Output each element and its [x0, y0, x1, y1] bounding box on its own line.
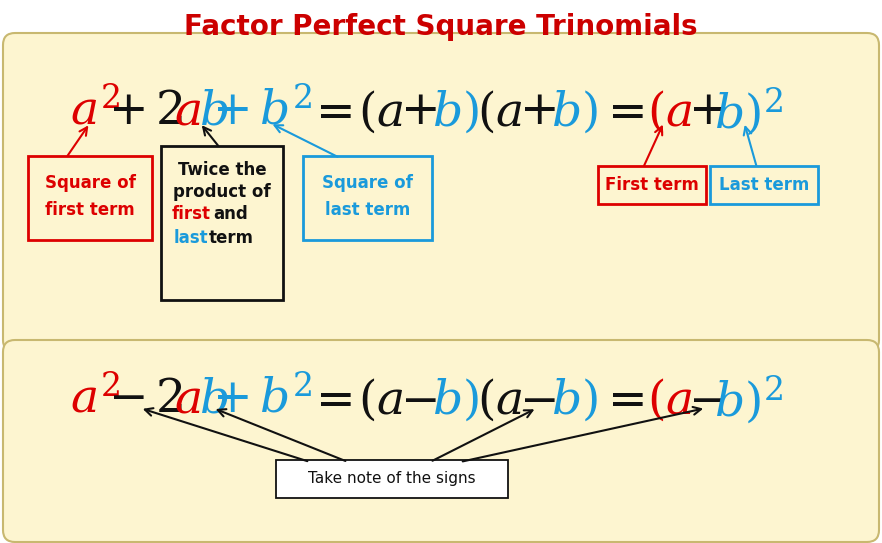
Text: last term: last term — [325, 201, 410, 219]
Text: $\mathit{b}$: $\mathit{b}$ — [199, 90, 228, 135]
Text: $-$: $-$ — [688, 377, 724, 422]
FancyBboxPatch shape — [276, 460, 508, 498]
Text: last: last — [174, 229, 208, 247]
Text: $+$: $+$ — [400, 90, 437, 135]
Text: $(\mathit{a}$: $(\mathit{a}$ — [358, 89, 404, 135]
Text: Take note of the signs: Take note of the signs — [308, 471, 475, 487]
FancyBboxPatch shape — [710, 166, 818, 204]
FancyBboxPatch shape — [28, 156, 152, 240]
Text: Last term: Last term — [719, 176, 809, 194]
Text: First term: First term — [605, 176, 699, 194]
Text: $(\mathit{a}$: $(\mathit{a}$ — [477, 89, 523, 135]
Text: Twice the: Twice the — [177, 161, 266, 179]
Text: Factor Perfect Square Trinomials: Factor Perfect Square Trinomials — [184, 13, 698, 41]
Text: $+$: $+$ — [519, 90, 556, 135]
FancyBboxPatch shape — [598, 166, 706, 204]
Text: Square of: Square of — [45, 174, 136, 192]
Text: $+\,\mathit{b}^{2}$: $+\,\mathit{b}^{2}$ — [212, 377, 312, 423]
Text: first term: first term — [45, 201, 135, 219]
FancyBboxPatch shape — [3, 340, 879, 542]
Text: $=$: $=$ — [599, 90, 645, 135]
Text: product of: product of — [173, 183, 271, 201]
Text: $(\mathit{a}$: $(\mathit{a}$ — [647, 377, 692, 424]
FancyBboxPatch shape — [161, 146, 283, 300]
Text: and: and — [213, 205, 249, 223]
FancyBboxPatch shape — [303, 156, 432, 240]
Text: $\mathit{a}$: $\mathit{a}$ — [175, 377, 201, 422]
Text: $+\,\mathit{b}^{2}$: $+\,\mathit{b}^{2}$ — [212, 89, 312, 135]
Text: $-$: $-$ — [400, 377, 437, 422]
Text: $(\mathit{a}$: $(\mathit{a}$ — [647, 89, 692, 135]
Text: $=$: $=$ — [599, 377, 645, 422]
FancyBboxPatch shape — [3, 33, 879, 352]
Text: $\mathit{b}$: $\mathit{b}$ — [199, 377, 228, 422]
Text: $\mathit{b})$: $\mathit{b})$ — [550, 89, 597, 135]
Text: $+\,2$: $+\,2$ — [108, 90, 183, 135]
Text: $=$: $=$ — [307, 90, 353, 135]
Text: $\mathit{b})^{2}$: $\mathit{b})^{2}$ — [714, 86, 782, 138]
Text: term: term — [208, 229, 253, 247]
Text: $\mathit{a}^{2}$: $\mathit{a}^{2}$ — [70, 377, 120, 423]
Text: $(\mathit{a}$: $(\mathit{a}$ — [477, 377, 523, 424]
Text: $\mathit{b})$: $\mathit{b})$ — [431, 89, 478, 135]
Text: $\mathit{b})^{2}$: $\mathit{b})^{2}$ — [714, 374, 782, 426]
Text: $=$: $=$ — [307, 377, 353, 422]
Text: $\mathit{b})$: $\mathit{b})$ — [431, 377, 478, 424]
Text: $\mathit{b})$: $\mathit{b})$ — [550, 377, 597, 424]
Text: $\mathit{a}$: $\mathit{a}$ — [175, 90, 201, 135]
Text: $-\,2$: $-\,2$ — [108, 377, 183, 422]
Text: $\mathit{a}^{2}$: $\mathit{a}^{2}$ — [70, 89, 120, 135]
Text: Square of: Square of — [322, 174, 413, 192]
Text: first: first — [171, 205, 211, 223]
Text: $+$: $+$ — [688, 90, 724, 135]
Text: $-$: $-$ — [519, 377, 556, 422]
Text: $(\mathit{a}$: $(\mathit{a}$ — [358, 377, 404, 424]
